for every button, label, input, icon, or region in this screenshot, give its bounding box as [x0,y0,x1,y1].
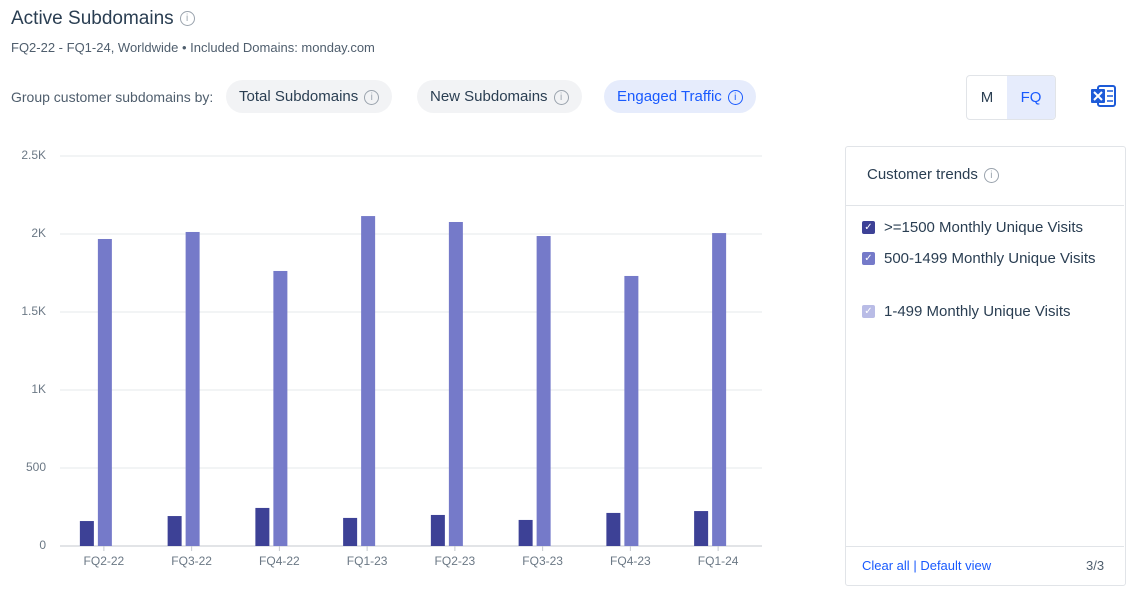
option-pill[interactable]: Engaged Traffic i [604,80,756,113]
period-toggle: M FQ [966,75,1056,120]
bar [185,231,200,547]
info-icon[interactable]: i [983,167,999,183]
default-view[interactable]: Default view [920,558,992,573]
legend-item[interactable]: ✓ 500-1499 Monthly Unique Visits [862,248,1124,270]
x-tick-label: FQ2-22 [84,554,125,568]
y-tick-label: 500 [26,460,46,474]
x-tick-label: FQ3-22 [171,554,212,568]
bar [430,514,445,546]
info-icon[interactable]: i [364,89,380,105]
panel-title: Customer trends i [867,166,999,183]
y-tick-label: 0 [39,538,46,552]
legend-item[interactable]: ✓ 1-499 Monthly Unique Visits [862,301,1124,323]
legend-label: >=1500 Monthly Unique Visits [884,219,1084,236]
bar [624,275,639,546]
clear-all[interactable]: Clear all [862,558,910,573]
count: 3/3 [1086,558,1105,573]
legend-item[interactable]: ✓ >=1500 Monthly Unique Visits [862,217,1124,239]
subtitle: FQ2-22 - FQ1-24, Worldwide • Included Do… [11,40,375,55]
legend-label: 1-499 Monthly Unique Visits [884,303,1071,320]
info-icon[interactable]: i [553,89,569,105]
period-button[interactable]: M [980,89,994,106]
bar [606,512,621,546]
checkbox[interactable]: ✓ [862,252,875,265]
x-tick-label: FQ1-23 [347,554,388,568]
option-pill[interactable]: Total Subdomains i [226,80,393,113]
info-icon[interactable]: i [727,89,743,105]
x-tick-label: FQ3-23 [522,554,563,568]
bar [167,516,182,546]
option-text: New Subdomains [430,88,548,105]
bar [694,511,709,546]
period-button[interactable]: FQ [1007,76,1055,119]
info-icon[interactable]: i [179,11,195,27]
bar [79,521,94,546]
option-pill[interactable]: New Subdomains i [417,80,582,113]
divider [846,205,1124,206]
excel-icon[interactable] [1090,84,1116,108]
widget-title: Active Subdomains i [11,8,195,30]
chart: 0 500 1K 1.5K 2K 2.5K FQ2-22 FQ3-22 FQ4-22 FQ1-23… [21,148,762,568]
bar [361,216,376,546]
bar [448,221,463,546]
bar [343,517,358,546]
y-tick-label: 1K [31,382,46,396]
legend-label: 500-1499 Monthly Unique Visits [884,250,1096,267]
bar [536,236,551,546]
x-tick-label: FQ1-24 [698,554,739,568]
legend-panel [845,146,1126,586]
x-tick-label: FQ4-23 [610,554,651,568]
option-text: Engaged Traffic [617,88,722,105]
separator: | [913,558,917,573]
y-tick-label: 2.5K [21,148,46,162]
bar [255,507,270,546]
title-text: Active Subdomains [11,8,174,29]
panel-title-text: Customer trends [867,166,978,183]
panel-footer: Clear all | Default view [862,558,991,573]
bar [97,238,112,546]
option-text: Total Subdomains [239,88,359,105]
group-label: Group customer subdomains by: [11,89,214,105]
bar [273,270,288,546]
x-tick-label: FQ4-22 [259,554,300,568]
divider [846,546,1124,547]
checkbox[interactable]: ✓ [862,221,875,234]
bar [518,519,533,546]
y-tick-label: 1.5K [21,304,46,318]
x-tick-label: FQ2-23 [435,554,476,568]
y-tick-label: 2K [31,226,46,240]
bar [712,233,727,546]
checkbox[interactable]: ✓ [862,305,875,318]
